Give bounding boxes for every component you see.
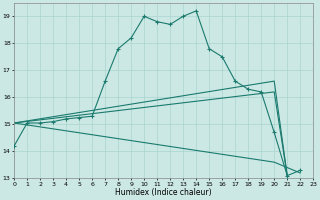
X-axis label: Humidex (Indice chaleur): Humidex (Indice chaleur) — [116, 188, 212, 197]
